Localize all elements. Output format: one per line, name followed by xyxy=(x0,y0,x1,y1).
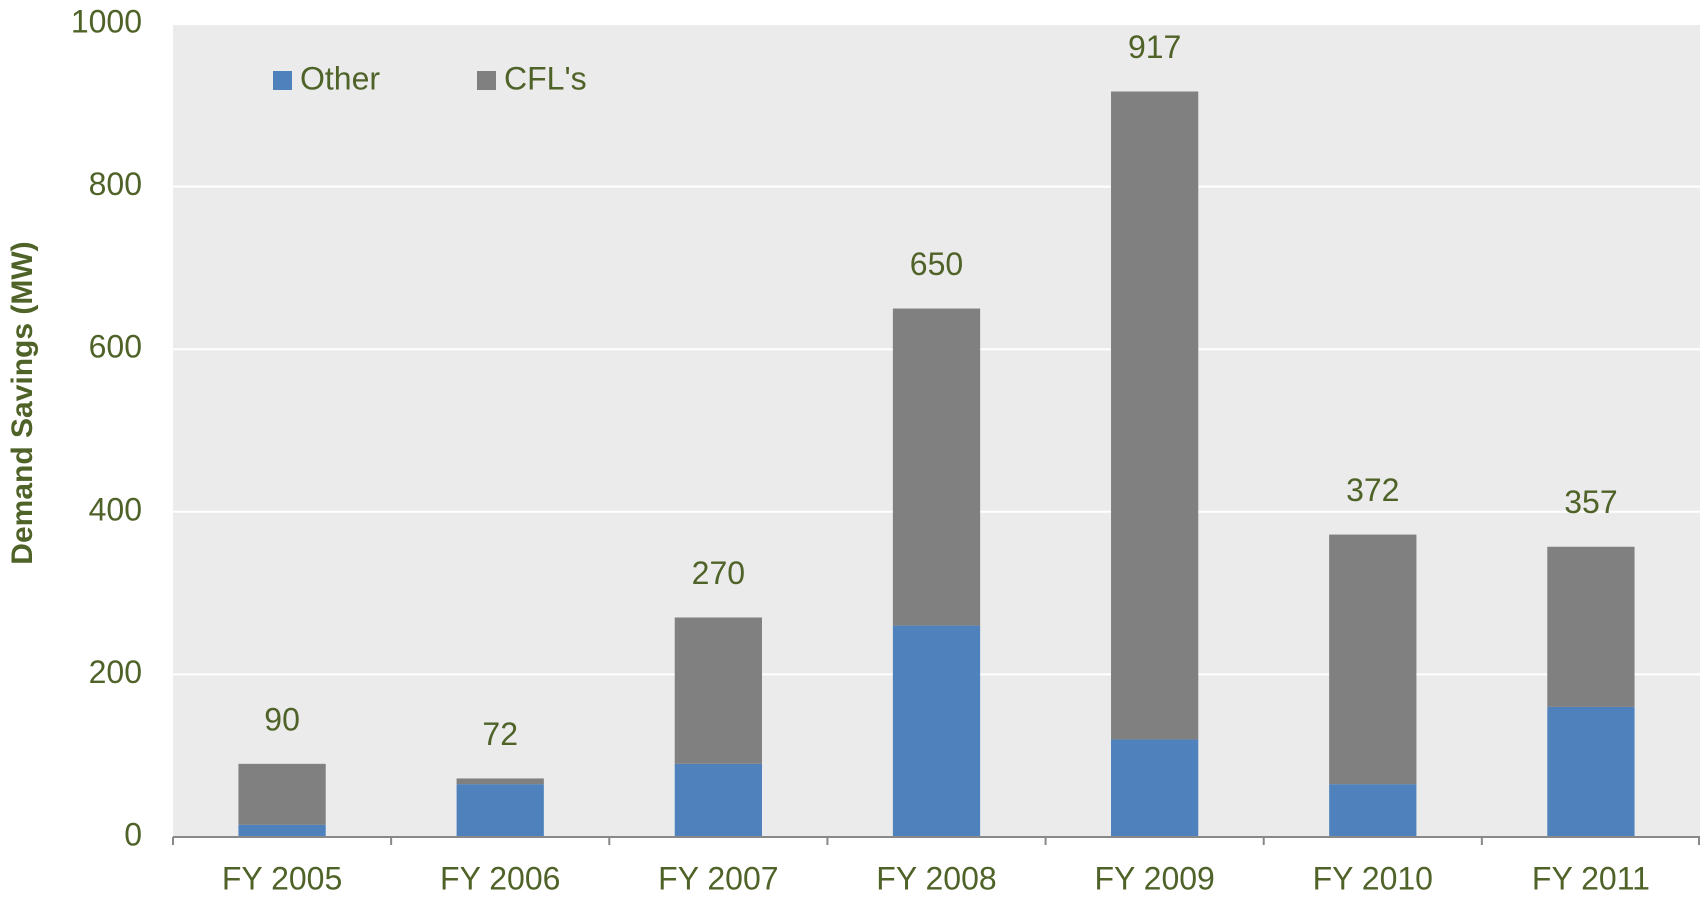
x-tick-label: FY 2005 xyxy=(222,860,342,896)
x-tick-label: FY 2009 xyxy=(1094,860,1214,896)
bar-segment xyxy=(1111,739,1199,837)
y-axis-title: Demand Savings (MW) xyxy=(6,241,39,564)
bar-segment xyxy=(238,824,326,837)
x-tick-label: FY 2006 xyxy=(440,860,560,896)
bar-segment xyxy=(1111,91,1199,740)
bar-segment xyxy=(456,784,544,837)
bar-segment xyxy=(674,763,762,837)
bar-segment xyxy=(1329,534,1417,785)
legend-swatch xyxy=(273,71,292,90)
total-label: 72 xyxy=(482,716,518,752)
y-tick-label: 1000 xyxy=(71,3,142,39)
y-tick-label: 0 xyxy=(124,816,142,852)
bar-segment xyxy=(1547,546,1635,707)
bar-segment xyxy=(892,625,981,837)
total-label: 270 xyxy=(692,555,745,591)
total-label: 372 xyxy=(1346,472,1399,508)
x-tick-label: FY 2008 xyxy=(876,860,996,896)
legend-swatch xyxy=(477,71,496,90)
legend-label: Other xyxy=(300,60,380,96)
bar-segment xyxy=(674,617,762,764)
bar-segment xyxy=(1547,706,1635,837)
total-label: 357 xyxy=(1564,484,1617,520)
x-tick-label: FY 2010 xyxy=(1313,860,1433,896)
bar-segment xyxy=(456,778,544,785)
total-label: 917 xyxy=(1128,29,1181,65)
legend-label: CFL's xyxy=(504,60,587,96)
bar-segment xyxy=(238,763,326,825)
x-tick-label: FY 2011 xyxy=(1532,860,1650,896)
bar-segment xyxy=(1329,784,1417,837)
y-tick-label: 400 xyxy=(89,491,142,527)
total-label: 90 xyxy=(264,701,300,737)
total-label: 650 xyxy=(910,246,963,282)
y-tick-label: 800 xyxy=(89,166,142,202)
bar-segment xyxy=(892,308,981,626)
y-tick-label: 600 xyxy=(89,329,142,365)
y-tick-label: 200 xyxy=(89,654,142,690)
x-tick-label: FY 2007 xyxy=(658,860,778,896)
